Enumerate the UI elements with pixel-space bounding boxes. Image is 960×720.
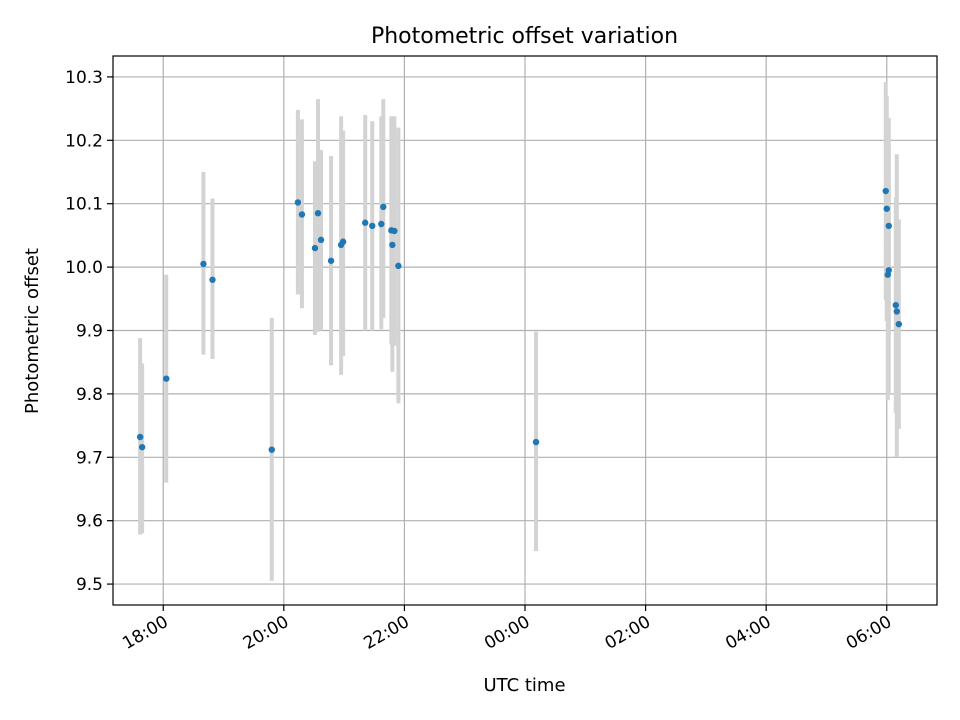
x-tick-label: 22:00: [360, 612, 412, 654]
data-point: [369, 222, 376, 230]
data-point: [362, 219, 369, 226]
data-point: [395, 262, 402, 270]
y-axis-label: Photometric offset: [22, 248, 43, 414]
y-tick-label: 9.5: [76, 575, 103, 595]
data-point: [163, 375, 170, 382]
x-tick-label: 04:00: [722, 612, 774, 654]
data-point: [883, 205, 890, 212]
data-point: [136, 433, 144, 441]
data-point: [317, 236, 325, 244]
y-tick-label: 10.1: [65, 195, 103, 215]
chart-title: Photometric offset variation: [371, 24, 678, 49]
y-tick-label: 9.6: [76, 512, 103, 532]
data-point: [895, 320, 903, 328]
y-axis-ticks: 9.5 9.6 9.7 9.8 9.9 10.0 10.1 10.2 10.3: [65, 68, 113, 595]
data-point: [200, 260, 207, 268]
data-point: [138, 443, 146, 451]
x-tick-label: 06:00: [843, 612, 895, 654]
data-point: [339, 238, 347, 245]
data-point: [378, 220, 385, 228]
data-point: [268, 446, 275, 453]
data-point: [311, 244, 319, 252]
data-point: [314, 210, 322, 217]
x-tick-label: 18:00: [119, 612, 171, 654]
data-point: [380, 203, 387, 211]
data-point: [209, 276, 216, 283]
y-tick-label: 10.0: [65, 258, 103, 278]
data-point: [885, 222, 892, 230]
data-point: [391, 227, 398, 235]
data-point: [893, 308, 901, 315]
y-tick-label: 9.8: [76, 385, 103, 405]
y-tick-label: 9.7: [76, 448, 103, 468]
data-point: [892, 301, 899, 309]
y-tick-label: 9.9: [76, 322, 103, 342]
y-tick-label: 10.3: [65, 68, 103, 88]
x-tick-label: 00:00: [481, 612, 533, 654]
data-point: [885, 267, 892, 274]
data-point: [298, 211, 306, 218]
x-tick-label: 20:00: [240, 612, 292, 654]
y-tick-label: 10.2: [65, 131, 103, 151]
error-bars: [138, 81, 901, 581]
x-axis-ticks: 18:00 20:00 22:00 00:00 02:00 04:00 06:00: [119, 605, 895, 654]
grid-lines: [113, 56, 937, 605]
data-point: [389, 241, 396, 249]
data-point: [532, 438, 540, 446]
x-tick-label: 02:00: [602, 612, 654, 654]
data-point: [327, 257, 335, 264]
data-point: [882, 187, 889, 195]
data-point: [294, 199, 302, 206]
x-axis-label: UTC time: [483, 675, 565, 696]
data-points: [136, 187, 903, 453]
